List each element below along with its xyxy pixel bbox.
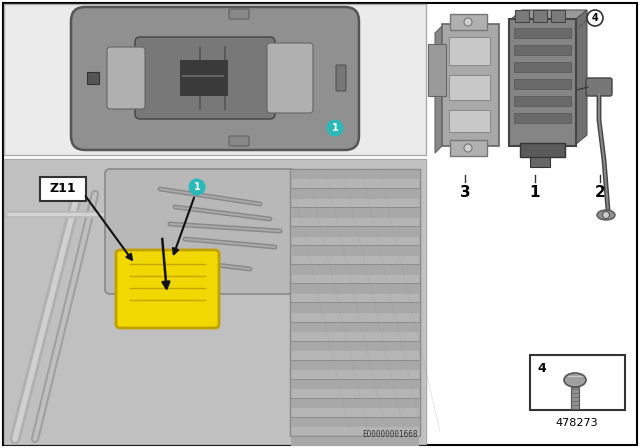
Circle shape <box>464 18 472 26</box>
Bar <box>533 10 547 22</box>
Bar <box>514 28 571 38</box>
FancyBboxPatch shape <box>450 140 487 156</box>
Bar <box>290 169 420 436</box>
Bar <box>449 110 490 132</box>
Bar <box>520 143 565 157</box>
Bar <box>87 72 99 84</box>
Ellipse shape <box>597 210 615 220</box>
Bar <box>291 302 419 313</box>
Bar <box>514 45 571 55</box>
Bar <box>530 355 625 410</box>
Bar <box>514 96 571 106</box>
Bar <box>180 60 228 96</box>
FancyBboxPatch shape <box>229 9 249 19</box>
Bar <box>5 160 425 443</box>
Bar <box>291 417 419 427</box>
FancyBboxPatch shape <box>509 19 576 146</box>
Polygon shape <box>435 25 443 153</box>
Bar <box>515 10 529 22</box>
Bar <box>530 157 550 167</box>
Bar <box>449 37 490 65</box>
Text: Z11: Z11 <box>50 182 76 195</box>
FancyBboxPatch shape <box>229 136 249 146</box>
Text: 1: 1 <box>530 185 540 200</box>
Bar <box>291 188 419 198</box>
Bar <box>291 207 419 218</box>
Polygon shape <box>510 10 587 20</box>
Bar <box>291 360 419 370</box>
Bar <box>291 340 419 351</box>
Bar <box>4 4 426 155</box>
Bar <box>291 246 419 256</box>
Bar <box>514 113 571 123</box>
Bar <box>291 398 419 408</box>
Circle shape <box>189 178 205 195</box>
FancyBboxPatch shape <box>107 47 145 109</box>
FancyBboxPatch shape <box>105 169 295 294</box>
FancyBboxPatch shape <box>71 7 359 150</box>
FancyBboxPatch shape <box>428 44 446 96</box>
Bar <box>291 284 419 294</box>
Bar <box>291 169 419 180</box>
FancyBboxPatch shape <box>442 24 499 146</box>
FancyBboxPatch shape <box>586 78 612 96</box>
Circle shape <box>587 10 603 26</box>
FancyBboxPatch shape <box>267 43 313 113</box>
Bar <box>551 10 565 22</box>
Bar <box>291 226 419 237</box>
Polygon shape <box>575 10 587 145</box>
Bar <box>291 264 419 275</box>
FancyBboxPatch shape <box>336 65 346 91</box>
Ellipse shape <box>564 373 586 387</box>
FancyBboxPatch shape <box>450 14 487 30</box>
FancyBboxPatch shape <box>116 250 219 328</box>
Bar <box>571 387 579 409</box>
Bar <box>514 62 571 72</box>
Bar <box>291 379 419 389</box>
Bar <box>449 75 490 100</box>
Text: 4: 4 <box>591 13 598 23</box>
FancyBboxPatch shape <box>40 177 86 201</box>
Text: 2: 2 <box>595 185 605 200</box>
Bar <box>291 436 419 447</box>
Text: 1: 1 <box>332 123 339 133</box>
Bar <box>4 159 426 444</box>
Text: 1: 1 <box>194 182 200 192</box>
Bar <box>291 322 419 332</box>
Circle shape <box>464 144 472 152</box>
Text: EO0000001668: EO0000001668 <box>362 430 418 439</box>
Text: 3: 3 <box>460 185 470 200</box>
Text: 4: 4 <box>537 362 546 375</box>
FancyBboxPatch shape <box>135 37 275 119</box>
Circle shape <box>602 211 609 219</box>
Text: 478273: 478273 <box>556 418 598 428</box>
Bar <box>123 258 218 328</box>
Bar <box>514 79 571 89</box>
Circle shape <box>326 120 344 137</box>
